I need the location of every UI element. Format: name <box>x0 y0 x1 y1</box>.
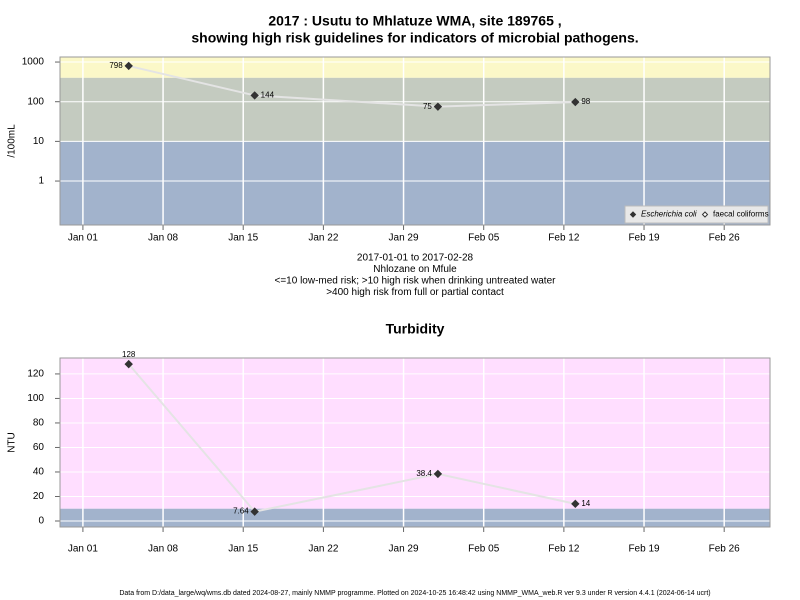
plot-frame <box>59 357 771 528</box>
data-label: 128 <box>122 350 136 359</box>
chart-title: 2017 : Usutu to Mhlatuze WMA, site 18976… <box>268 13 561 29</box>
data-label: 98 <box>581 97 590 106</box>
y-tick-label: 10 <box>33 136 45 147</box>
data-point <box>124 61 133 71</box>
x-tick-label: Jan 08 <box>148 544 178 555</box>
legend-box <box>624 205 769 224</box>
x-tick-label: Jan 01 <box>68 544 98 555</box>
x-tick-label: Feb 26 <box>709 233 741 244</box>
data-label: 75 <box>423 102 432 111</box>
x-tick-label: Feb 19 <box>628 544 660 555</box>
y-tick-label: 1000 <box>22 57 45 68</box>
series-line <box>128 64 576 108</box>
x-tick-label: Feb 05 <box>468 544 500 555</box>
x-tick-label: Jan 08 <box>148 233 178 244</box>
y-tick-label: 40 <box>33 467 45 478</box>
guideline-band <box>60 508 770 527</box>
x-tick-label: Jan 22 <box>308 233 338 244</box>
data-point <box>433 469 443 479</box>
x-tick-label: Feb 26 <box>709 544 741 555</box>
chart-title: showing high risk guidelines for indicat… <box>191 30 638 46</box>
y-tick-label: 20 <box>33 491 45 502</box>
chart-note: <=10 low-med risk; >10 high risk when dr… <box>275 276 557 287</box>
data-point <box>250 507 259 516</box>
x-tick-label: Feb 05 <box>468 233 500 244</box>
legend-marker <box>701 211 709 218</box>
y-tick-label: 60 <box>33 442 45 453</box>
data-point <box>571 97 580 107</box>
guideline-band <box>60 77 770 142</box>
data-label: 38.4 <box>416 469 432 478</box>
x-tick-label: Jan 01 <box>68 233 98 244</box>
x-tick-label: Jan 22 <box>308 544 338 555</box>
y-tick-label: 100 <box>27 96 44 107</box>
y-axis-label: /100mL <box>7 124 18 158</box>
chart-note: >400 high risk from full or partial cont… <box>326 287 504 298</box>
guideline-band <box>60 358 770 509</box>
y-tick-label: 100 <box>27 393 44 404</box>
y-tick-label: 80 <box>33 418 45 429</box>
x-tick-label: Feb 12 <box>548 544 580 555</box>
x-tick-label: Jan 29 <box>389 544 419 555</box>
data-label: 144 <box>261 91 275 100</box>
legend-label: faecal coliforms <box>713 210 769 219</box>
x-tick-label: Jan 15 <box>228 544 258 555</box>
x-tick-label: Jan 15 <box>228 233 258 244</box>
plot-frame <box>59 56 771 226</box>
y-axis-label: NTU <box>7 432 18 453</box>
y-tick-label: 0 <box>38 516 44 527</box>
x-tick-label: Feb 12 <box>548 233 580 244</box>
x-tick-label: Feb 19 <box>628 233 660 244</box>
legend-marker <box>629 211 637 218</box>
y-tick-label: 1 <box>38 176 44 187</box>
data-point <box>571 499 580 509</box>
data-label: 798 <box>109 61 123 70</box>
legend-label: Escherichia coli <box>641 210 697 219</box>
series-line <box>127 363 576 513</box>
data-point <box>250 91 259 100</box>
y-tick-label: 120 <box>27 369 44 380</box>
chart-title: Turbidity <box>386 321 445 337</box>
x-tick-label: Jan 29 <box>389 233 419 244</box>
data-label: 7.64 <box>233 507 249 516</box>
footer: Data from D:/data_large/wq/wms.db dated … <box>119 590 710 597</box>
data-label: 14 <box>581 499 590 508</box>
data-point <box>433 102 443 111</box>
chart-note: Nhlozane on Mfule <box>373 264 457 275</box>
chart-note: 2017-01-01 to 2017-02-28 <box>357 253 474 264</box>
data-point <box>124 359 133 369</box>
